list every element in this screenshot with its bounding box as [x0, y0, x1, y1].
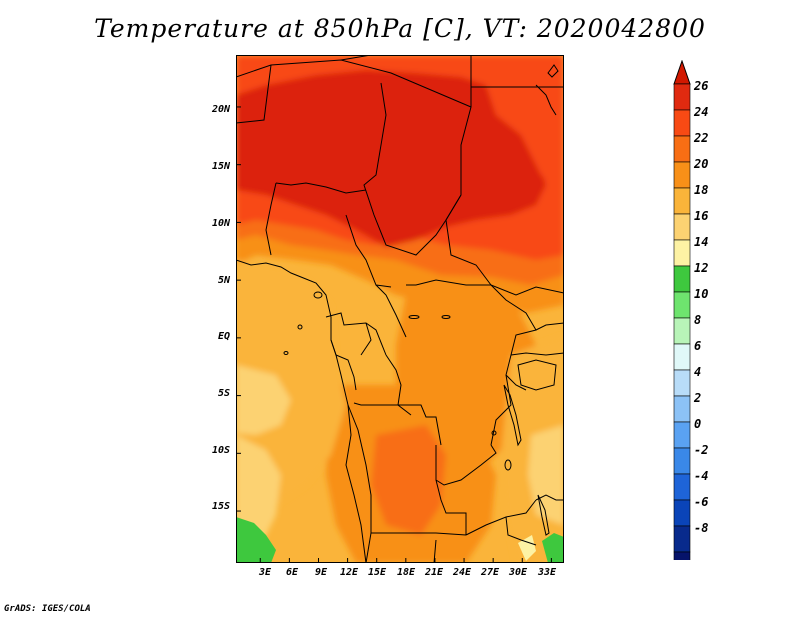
lat-label-15n: 15N [211, 161, 230, 172]
colorbar-swatch [673, 187, 691, 215]
lat-label-15s: 15S [211, 501, 230, 512]
colorbar-swatch [673, 421, 691, 449]
colorbar-label-20: 20 [694, 157, 709, 171]
lon-tick-marks [259, 558, 552, 563]
colorbar-over-arrow [673, 60, 691, 85]
lon-label-9e: 9E [314, 567, 328, 578]
colorbar-label-neg2: -2 [694, 443, 709, 457]
temp-zone-west-16 [236, 365, 291, 435]
colorbar-swatch [673, 369, 691, 397]
colorbar-label-16: 16 [694, 209, 709, 223]
temp-zone-se-12 [542, 533, 564, 563]
colorbar-label-18: 18 [694, 183, 709, 197]
colorbar-swatch [673, 239, 691, 267]
lon-label-33e: 33E [537, 567, 557, 578]
temp-zone-angola [371, 425, 446, 535]
lat-label-20n: 20N [211, 104, 230, 115]
lon-label-27e: 27E [480, 567, 500, 578]
lon-label-18e: 18E [396, 567, 416, 578]
temperature-map [236, 55, 564, 563]
colorbar-label-14: 14 [694, 235, 709, 249]
colorbar-label-neg8: -8 [694, 521, 709, 535]
lat-label-10s: 10S [211, 445, 230, 456]
lat-label-10n: 10N [211, 218, 230, 229]
lon-label-3e: 3E [258, 567, 272, 578]
colorbar-swatch [673, 317, 691, 345]
colorbar-label-12: 12 [694, 261, 709, 275]
lat-label-5s: 5S [217, 388, 230, 399]
temp-zone-26 [236, 70, 546, 247]
colorbar-label-22: 22 [694, 131, 709, 145]
grads-credit: GrADS: IGES/COLA [4, 604, 91, 614]
colorbar-swatch [673, 213, 691, 241]
temp-zone-west-18 [236, 260, 346, 505]
colorbar-swatch [673, 343, 691, 371]
lon-label-24e: 24E [452, 567, 472, 578]
colorbar-label-8: 8 [694, 313, 702, 327]
colorbar-label-neg6: -6 [694, 495, 709, 509]
colorbar-swatch [673, 447, 691, 475]
colorbar-label-2: 2 [694, 391, 702, 405]
map-title: Temperature at 850hPa [C], VT: 202004280… [94, 14, 706, 43]
colorbar-swatch [673, 499, 691, 527]
lon-label-30e: 30E [508, 567, 528, 578]
map-frame [236, 55, 564, 563]
lon-label-21e: 21E [424, 567, 444, 578]
boundaries [236, 55, 564, 563]
colorbar-label-26: 26 [694, 79, 709, 93]
lon-label-15e: 15E [367, 567, 387, 578]
colorbar-label-6: 6 [694, 339, 702, 353]
colorbar-label-24: 24 [694, 105, 709, 119]
temp-zone-ne [506, 70, 564, 195]
lon-label-6e: 6E [285, 567, 299, 578]
colorbar-swatch [673, 83, 691, 111]
colorbar-label-4: 4 [694, 365, 702, 379]
colorbar-label-10: 10 [694, 287, 709, 301]
water-bodies [283, 291, 512, 471]
colorbar-label-0: 0 [694, 417, 702, 431]
colorbar-label-neg4: -4 [694, 469, 709, 483]
colorbar [673, 60, 691, 560]
colorbar-swatch [673, 525, 691, 553]
temp-zone-se-14 [518, 535, 536, 561]
colorbar-swatch [673, 109, 691, 137]
lat-label-5n: 5N [217, 275, 230, 286]
colorbar-swatch [673, 473, 691, 501]
colorbar-swatch [673, 161, 691, 189]
colorbar-swatch [673, 551, 691, 560]
colorbar-swatch [673, 291, 691, 319]
colorbar-swatch [673, 395, 691, 423]
lon-label-12e: 12E [339, 567, 359, 578]
lat-tick-marks [236, 106, 241, 512]
colorbar-swatch [673, 135, 691, 163]
temp-zone-sw-12 [236, 517, 276, 563]
lat-label-eq: EQ [217, 331, 230, 342]
colorbar-swatch [673, 265, 691, 293]
